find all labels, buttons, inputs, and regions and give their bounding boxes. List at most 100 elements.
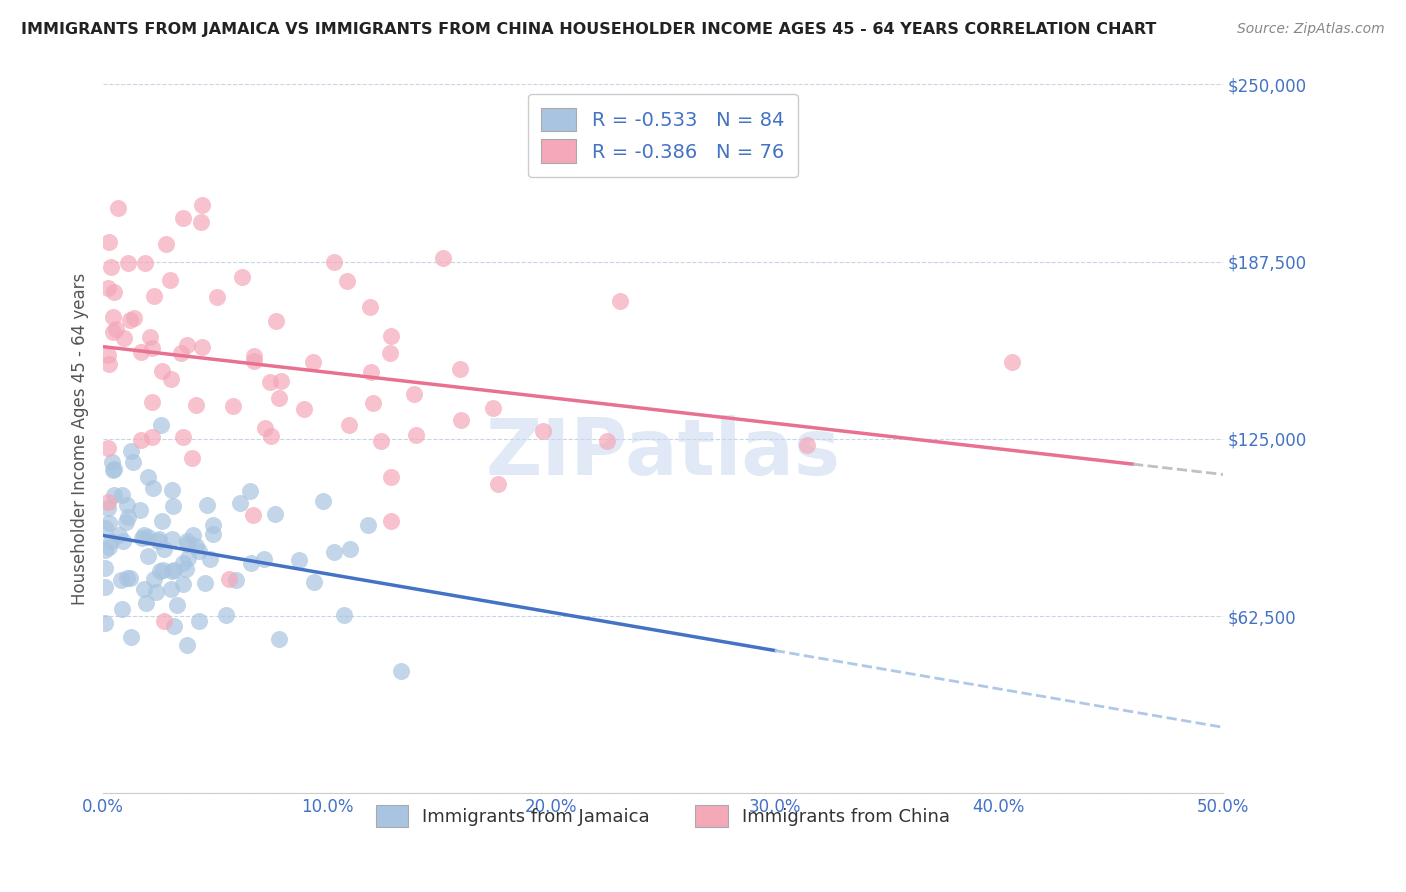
Point [120,443,142,458]
Text: IMMIGRANTS FROM JAMAICA VS IMMIGRANTS FROM CHINA HOUSEHOLDER INCOME AGES 45 - 64: IMMIGRANTS FROM JAMAICA VS IMMIGRANTS FR… [21,22,1157,37]
Point [201,526,224,541]
Point [160,372,183,386]
Point [188,544,211,558]
Point [122,311,145,326]
Point [136,530,159,544]
Point [172,430,194,444]
Point [97,358,120,372]
Point [100,534,122,549]
Point [202,518,225,533]
Text: ZIPatlas: ZIPatlas [485,415,841,491]
Point [380,329,402,343]
Point [134,528,156,542]
Point [100,260,122,274]
Point [380,514,402,528]
Point [215,608,238,623]
Point [360,365,382,379]
Point [120,630,142,644]
Point [405,427,427,442]
Point [101,463,124,477]
Point [152,564,174,578]
Point [150,514,173,528]
Point [190,198,212,212]
Point [162,565,184,579]
Point [97,500,120,515]
Y-axis label: Householder Income Ages 45 - 64 years: Householder Income Ages 45 - 64 years [72,273,89,605]
Point [190,215,212,229]
Point [301,355,323,369]
Point [292,402,315,417]
Point [166,598,188,612]
Point [162,500,184,514]
Point [389,665,412,679]
Legend: Immigrants from Jamaica, Immigrants from China: Immigrants from Jamaica, Immigrants from… [368,797,957,834]
Point [404,387,426,401]
Point [143,572,166,586]
Point [97,540,120,554]
Point [136,470,159,484]
Point [339,542,361,557]
Point [149,417,172,432]
Point [229,496,252,510]
Point [609,294,631,309]
Point [207,290,229,304]
Point [267,632,290,647]
Point [103,285,125,300]
Point [170,345,193,359]
Point [142,481,165,495]
Point [796,438,818,452]
Point [141,394,163,409]
Point [139,329,162,343]
Point [198,551,221,566]
Point [333,607,356,622]
Point [176,537,198,551]
Point [243,349,266,363]
Point [252,552,274,566]
Point [141,430,163,444]
Point [115,571,138,585]
Point [450,413,472,427]
Point [149,564,172,578]
Point [159,273,181,287]
Point [111,533,134,548]
Point [122,455,145,469]
Point [242,354,264,368]
Text: Source: ZipAtlas.com: Source: ZipAtlas.com [1237,22,1385,37]
Point [155,237,177,252]
Point [172,577,194,591]
Point [94,521,117,535]
Point [163,563,186,577]
Point [132,582,155,597]
Point [596,434,619,448]
Point [449,361,471,376]
Point [176,533,198,548]
Point [267,391,290,405]
Point [94,561,117,575]
Point [120,571,142,585]
Point [129,434,152,448]
Point [103,488,125,502]
Point [260,429,283,443]
Point [115,515,138,529]
Point [432,251,454,265]
Point [134,256,156,270]
Point [160,582,183,596]
Point [135,596,157,610]
Point [129,345,152,359]
Point [120,313,142,327]
Point [148,532,170,546]
Point [117,256,139,270]
Point [239,556,262,570]
Point [218,572,240,586]
Point [115,498,138,512]
Point [184,539,207,553]
Point [111,601,134,615]
Point [176,562,198,576]
Point [361,396,384,410]
Point [101,454,124,468]
Point [222,400,245,414]
Point [482,401,505,415]
Point [378,345,401,359]
Point [194,576,217,591]
Point [231,269,253,284]
